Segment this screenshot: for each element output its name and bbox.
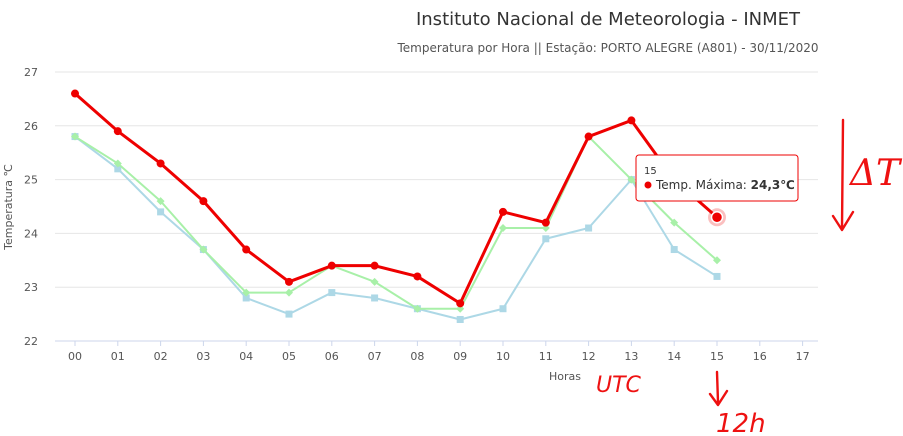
data-point: [156, 159, 165, 168]
down-arrow-right: [831, 118, 855, 232]
x-tick-label: 07: [368, 350, 382, 363]
data-point: [285, 310, 293, 318]
tooltip-header: 15: [644, 166, 657, 177]
series-line: [74, 92, 718, 305]
tooltip-line: Temp. Máxima: 24,3℃: [655, 178, 795, 192]
utc-annotation: UTC: [596, 373, 642, 398]
chart-title: Instituto Nacional de Meteorologia - INM…: [416, 9, 801, 30]
data-point: [242, 245, 251, 254]
handwritten-annotations: ΔT UTC 12h: [596, 118, 903, 436]
series-line: [74, 135, 718, 321]
x-tick-label: 09: [453, 350, 467, 363]
data-point: [242, 288, 251, 297]
series-line: [74, 135, 718, 310]
data-point: [370, 261, 379, 270]
data-point: [499, 305, 507, 313]
y-axis-label: Temperatura ℃: [2, 164, 15, 251]
data-point: [670, 218, 679, 227]
series-1: [71, 132, 721, 313]
data-point: [413, 304, 422, 313]
data-point: [456, 315, 464, 323]
x-tick-label: 01: [111, 350, 125, 363]
data-point: [584, 132, 593, 141]
tooltip-value: 24,3℃: [751, 178, 795, 192]
data-point: [627, 116, 636, 125]
data-point: [242, 294, 250, 302]
data-point: [541, 218, 550, 227]
x-tick-label: 00: [68, 350, 82, 363]
down-arrow-bottom: [708, 370, 729, 407]
y-tick-label: 23: [24, 281, 38, 294]
y-tick-label: 27: [24, 66, 38, 79]
delta-t-annotation: ΔT: [848, 153, 903, 194]
data-point: [71, 132, 79, 141]
x-tick-label: 12: [582, 350, 596, 363]
tooltip-box: [635, 154, 799, 202]
data-point[interactable]: [710, 211, 724, 224]
data-point: [713, 256, 721, 265]
data-point: [670, 246, 678, 254]
x-tick-label: 14: [667, 350, 681, 363]
x-tick-label: 15: [710, 350, 724, 363]
data-point: [285, 288, 293, 297]
data-point: [199, 197, 208, 206]
data-point: [499, 207, 507, 216]
x-tick-label: 10: [496, 350, 510, 363]
y-tick-label: 22: [24, 335, 38, 348]
data-point: [499, 224, 507, 233]
x-axis-ticks: 00 01 02 03 04 05 06 07 08 09 10 11 12 13 14 15 16 17: [68, 341, 810, 363]
data-point: [157, 208, 165, 216]
data-point: [370, 277, 379, 286]
data-point: [327, 261, 336, 270]
y-tick-label: 25: [24, 174, 38, 187]
data-point: [328, 289, 336, 297]
data-point: [199, 245, 208, 254]
data-point: [371, 294, 379, 302]
data-point: [456, 299, 465, 308]
x-tick-label: 05: [282, 350, 296, 363]
tooltip-series-name: Temp. Máxima: [655, 178, 743, 192]
data-point: [71, 89, 79, 98]
tooltip: 15 Temp. Máxima: 24,3℃: [635, 154, 799, 202]
x-tick-label: 11: [539, 350, 553, 363]
y-tick-label: 24: [24, 227, 38, 240]
x-tick-label: 17: [796, 350, 810, 363]
twelve-h-annotation: 12h: [716, 409, 766, 436]
x-tick-label: 06: [325, 350, 339, 363]
y-tick-label: 26: [24, 120, 38, 133]
data-point: [156, 197, 165, 206]
x-tick-label: 03: [196, 350, 210, 363]
x-axis-label: Horas: [549, 370, 581, 383]
x-tick-label: 02: [154, 350, 168, 363]
series-layer: [71, 89, 726, 323]
chart-subtitle: Temperatura por Hora || Estação: PORTO A…: [396, 41, 818, 55]
data-point: [542, 235, 550, 243]
data-point: [585, 224, 593, 232]
data-point: [285, 277, 293, 286]
x-tick-label: 13: [624, 350, 638, 363]
x-tick-label: 08: [410, 350, 424, 363]
data-point: [113, 159, 122, 168]
tooltip-marker: [644, 181, 652, 189]
data-point: [713, 272, 721, 280]
data-point: [114, 165, 122, 173]
series-2: [71, 89, 726, 308]
x-tick-label: 16: [753, 350, 767, 363]
data-point: [113, 127, 122, 136]
data-point: [413, 272, 422, 281]
data-point: [627, 175, 636, 184]
y-axis-ticks: 22 23 24 25 26 27: [24, 66, 38, 348]
grid-lines: [55, 71, 818, 342]
x-tick-label: 04: [239, 350, 253, 363]
tooltip-colon: :: [743, 178, 751, 192]
